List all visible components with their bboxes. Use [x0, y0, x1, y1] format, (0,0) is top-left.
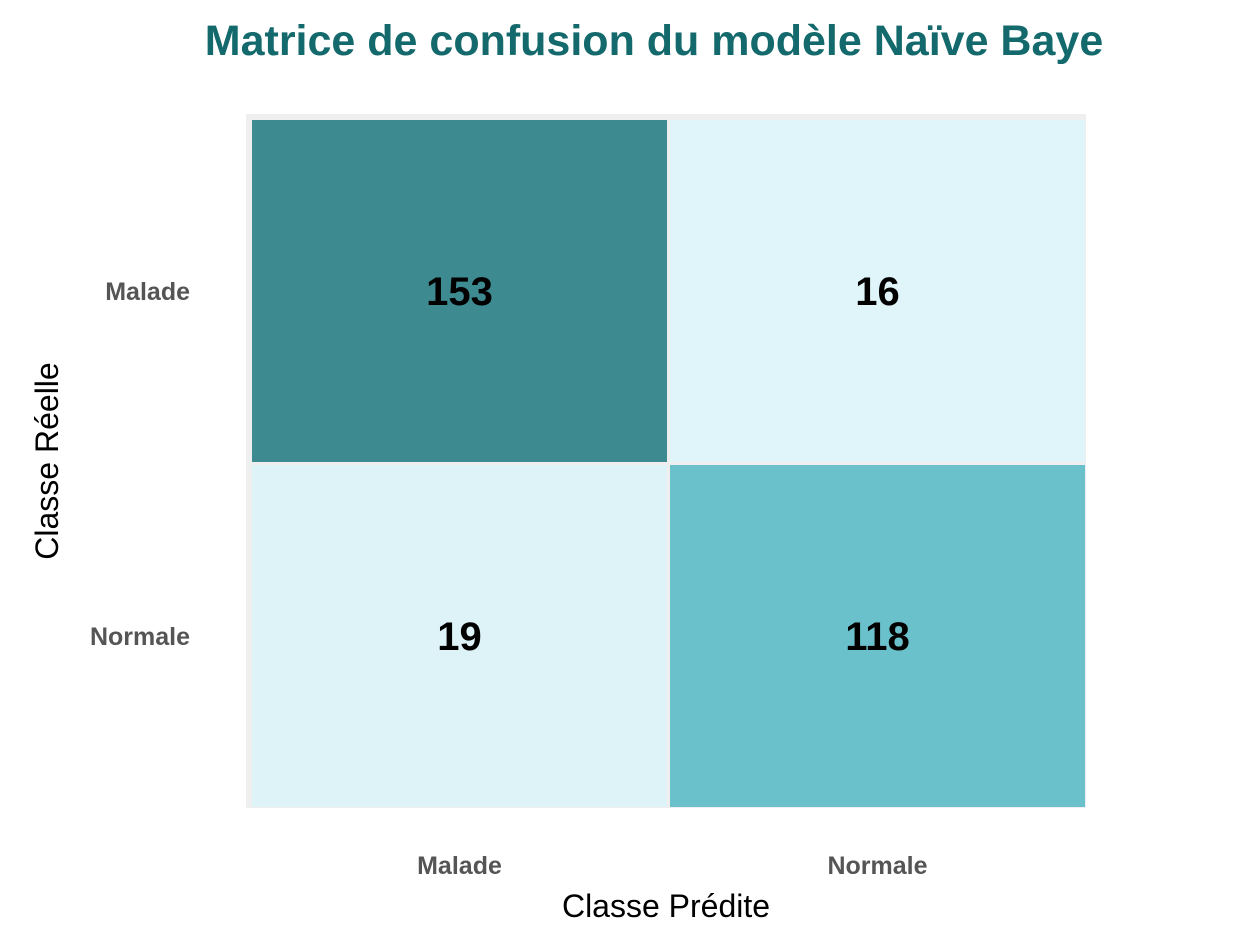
heatmap-cells	[252, 120, 1085, 807]
cell-value-label: 19	[437, 615, 482, 659]
y-axis-label: Classe Réelle	[29, 362, 65, 559]
y-axis-ticks: Malade Normale	[90, 278, 190, 651]
y-tick-label: Malade	[105, 278, 190, 306]
x-axis-label: Classe Prédite	[562, 888, 770, 924]
heatmap-cell	[252, 465, 667, 807]
cell-value-label: 118	[845, 615, 910, 659]
x-axis-ticks: Malade Normale	[417, 852, 927, 880]
heatmap-cell	[670, 465, 1085, 807]
cell-value-label: 153	[426, 270, 493, 314]
x-tick-label: Normale	[827, 852, 927, 880]
cell-value-label: 16	[855, 270, 900, 314]
x-tick-label: Malade	[417, 852, 502, 880]
chart-title: Matrice de confusion du modèle Naïve Bay…	[205, 17, 1103, 65]
heatmap-cell	[670, 120, 1085, 462]
heatmap-cell	[252, 120, 667, 462]
y-tick-label: Normale	[90, 623, 190, 651]
heatmap-cell-labels: 153 16 19 118	[426, 270, 910, 659]
